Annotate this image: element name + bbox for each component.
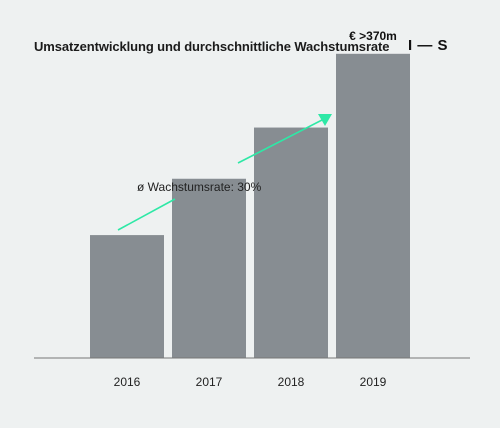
x-tick-label-2017: 2017 [196, 375, 223, 389]
x-tick-labels: 2016 2017 2018 2019 [114, 375, 387, 389]
x-tick-label-2016: 2016 [114, 375, 141, 389]
bar-2019 [336, 53, 410, 359]
bar-2017 [172, 178, 246, 358]
bars-group [90, 53, 410, 359]
data-label-2019: € >370m [349, 29, 397, 43]
bar-2016 [90, 235, 164, 358]
growth-arrow-upper [237, 119, 323, 164]
x-tick-label-2019: 2019 [360, 375, 387, 389]
growth-arrow-lower [117, 198, 176, 231]
x-tick-label-2018: 2018 [278, 375, 305, 389]
brand-logo: I — S [408, 37, 449, 54]
data-labels: € >370m [349, 29, 397, 43]
chart-title: Umsatzentwicklung und durchschnittliche … [34, 39, 390, 54]
growth-arrow-head [318, 114, 332, 126]
growth-rate-annotation: ø Wachstumsrate: 30% [137, 180, 262, 194]
bar-2018 [254, 127, 328, 358]
